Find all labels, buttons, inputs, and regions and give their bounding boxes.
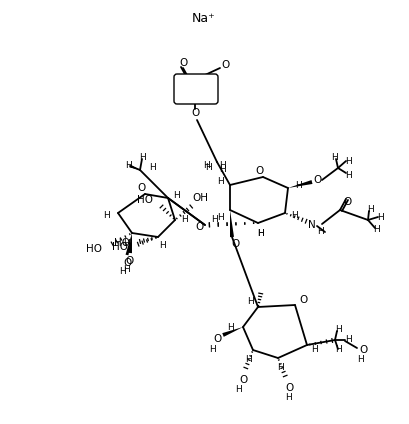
Text: O: O bbox=[196, 222, 204, 232]
Text: H: H bbox=[292, 212, 299, 220]
Text: Na⁺: Na⁺ bbox=[192, 11, 216, 25]
Text: O: O bbox=[179, 58, 187, 68]
Text: O: O bbox=[313, 175, 321, 185]
Text: H: H bbox=[204, 161, 210, 170]
Text: Abs: Abs bbox=[187, 84, 205, 94]
Text: OH: OH bbox=[192, 193, 208, 203]
Text: O: O bbox=[213, 334, 221, 344]
Text: H: H bbox=[217, 214, 223, 223]
Text: H: H bbox=[345, 170, 351, 179]
Text: H: H bbox=[366, 206, 373, 215]
Text: HO: HO bbox=[112, 242, 128, 252]
Polygon shape bbox=[222, 327, 243, 337]
Polygon shape bbox=[129, 165, 140, 170]
Text: H: H bbox=[335, 326, 342, 335]
Text: H: H bbox=[217, 178, 223, 187]
Text: H: H bbox=[346, 335, 353, 344]
Text: H: H bbox=[336, 346, 342, 354]
FancyBboxPatch shape bbox=[174, 74, 218, 104]
Text: O: O bbox=[232, 239, 240, 249]
Text: HO: HO bbox=[114, 238, 130, 248]
Text: H: H bbox=[210, 344, 216, 354]
Text: H: H bbox=[285, 393, 291, 402]
Text: O: O bbox=[239, 375, 247, 385]
Text: H: H bbox=[247, 298, 253, 307]
Text: H: H bbox=[278, 363, 284, 373]
Text: H: H bbox=[173, 190, 180, 200]
Text: O: O bbox=[344, 197, 352, 207]
Text: H: H bbox=[317, 228, 324, 237]
Text: H: H bbox=[256, 229, 263, 237]
Text: N: N bbox=[308, 220, 316, 230]
Text: H: H bbox=[256, 229, 263, 237]
Text: H: H bbox=[220, 161, 226, 170]
Text: H: H bbox=[182, 215, 189, 224]
Text: H: H bbox=[373, 226, 380, 234]
Text: H: H bbox=[211, 215, 218, 224]
Text: O: O bbox=[256, 166, 264, 176]
Text: O: O bbox=[359, 345, 367, 355]
Text: O: O bbox=[221, 60, 229, 70]
Text: O: O bbox=[286, 383, 294, 393]
Text: HO: HO bbox=[137, 195, 153, 205]
Text: O: O bbox=[126, 256, 134, 266]
Text: H: H bbox=[125, 161, 131, 170]
Text: H: H bbox=[228, 323, 234, 332]
Text: O: O bbox=[299, 295, 307, 305]
Text: H: H bbox=[119, 268, 126, 276]
Text: H: H bbox=[160, 240, 166, 249]
Text: H: H bbox=[124, 238, 130, 248]
Text: H: H bbox=[236, 385, 243, 394]
Polygon shape bbox=[288, 180, 312, 188]
Text: O: O bbox=[138, 183, 146, 193]
Text: H: H bbox=[124, 265, 130, 274]
Text: H: H bbox=[150, 164, 156, 173]
Text: O: O bbox=[191, 108, 199, 118]
Text: H: H bbox=[357, 355, 364, 365]
Text: H: H bbox=[378, 212, 384, 221]
Polygon shape bbox=[128, 233, 132, 253]
Text: O: O bbox=[123, 258, 131, 268]
Text: HO: HO bbox=[86, 244, 102, 254]
Text: H: H bbox=[330, 153, 337, 162]
Polygon shape bbox=[126, 233, 132, 255]
Text: H: H bbox=[294, 181, 301, 190]
Text: H: H bbox=[245, 355, 252, 365]
Text: H: H bbox=[206, 162, 212, 171]
Text: H: H bbox=[312, 346, 318, 354]
Text: H: H bbox=[139, 153, 146, 162]
Text: H: H bbox=[346, 156, 353, 165]
Text: H: H bbox=[219, 165, 225, 175]
Text: H: H bbox=[103, 212, 109, 220]
Polygon shape bbox=[230, 210, 234, 237]
